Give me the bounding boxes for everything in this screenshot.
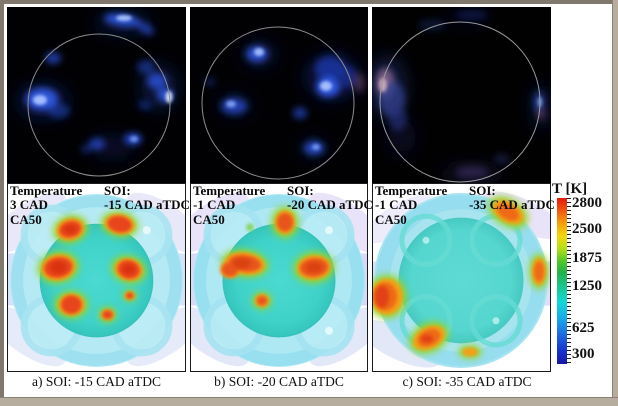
soi-line1: SOI: xyxy=(287,183,314,198)
soi-label-b: SOI: -20 CAD aTDC xyxy=(287,183,373,213)
colorbar-ticks xyxy=(567,198,571,364)
colorbar-tick-label: 1250 xyxy=(572,278,602,294)
temperature-label-a: Temperature 3 CAD CA50 xyxy=(10,183,83,227)
hot-spots-c xyxy=(372,195,549,359)
soi-line2: -15 CAD aTDC xyxy=(104,197,190,213)
colorbar-tick-label: 2500 xyxy=(572,221,602,237)
colorbar-tick-label: 2800 xyxy=(572,195,602,211)
soi-label-a: SOI: -15 CAD aTDC xyxy=(104,183,190,213)
cylinder-outline-b xyxy=(201,26,355,180)
caption-c: c) SOI: -35 CAD aTDC xyxy=(402,374,532,389)
luminosity-image-b xyxy=(190,7,368,183)
temperature-label-c: Temperature -1 CAD CA50 xyxy=(375,183,448,227)
temperature-contour-c: Temperature -1 CAD CA50 SOI: -35 CAD aTD… xyxy=(372,183,555,372)
frame-left xyxy=(0,0,4,406)
cylinder-outline-a xyxy=(27,33,171,177)
soi-line2: -20 CAD aTDC xyxy=(287,197,373,213)
caption-b: b) SOI: -20 CAD aTDC xyxy=(214,374,344,389)
frame-right xyxy=(612,0,618,406)
luminosity-image-a xyxy=(7,7,186,183)
temp-line3: CA50 xyxy=(375,211,407,227)
temp-line3: CA50 xyxy=(193,211,225,227)
colorbar-tick-label: 1875 xyxy=(572,250,602,266)
colorbar-tick-label: 300 xyxy=(572,346,595,362)
temp-line1: Temperature xyxy=(193,183,266,198)
soi-line1: SOI: xyxy=(104,183,131,198)
soi-line1: SOI: xyxy=(469,183,496,198)
cylinder-outline-c xyxy=(379,21,541,183)
colorbar-tick-label: 625 xyxy=(572,320,595,336)
caption-a: a) SOI: -15 CAD aTDC xyxy=(32,374,161,389)
temperature-label-b: Temperature -1 CAD CA50 xyxy=(193,183,266,227)
hot-spots-a xyxy=(37,210,147,323)
colorbar-title: T [K] xyxy=(552,181,588,197)
soi-label-c: SOI: -35 CAD aTDC xyxy=(469,183,555,213)
frame-bottom xyxy=(0,397,618,406)
hot-spots-b xyxy=(220,206,335,310)
temp-line1: Temperature xyxy=(10,183,83,198)
temp-line2: 3 CAD xyxy=(10,197,48,213)
temperature-contour-a: Temperature 3 CAD CA50 SOI: -15 CAD aTDC xyxy=(7,183,190,372)
colorbar-gradient xyxy=(557,198,567,364)
temp-line2: -1 CAD xyxy=(375,197,418,213)
frame-top xyxy=(0,0,618,4)
temp-line3: CA50 xyxy=(10,211,42,227)
temp-line1: Temperature xyxy=(375,183,448,198)
temperature-contour-b: Temperature -1 CAD CA50 SOI: -20 CAD aTD… xyxy=(190,183,373,372)
temp-line2: -1 CAD xyxy=(193,197,236,213)
luminosity-image-c xyxy=(372,7,551,183)
soi-line2: -35 CAD aTDC xyxy=(469,197,555,213)
